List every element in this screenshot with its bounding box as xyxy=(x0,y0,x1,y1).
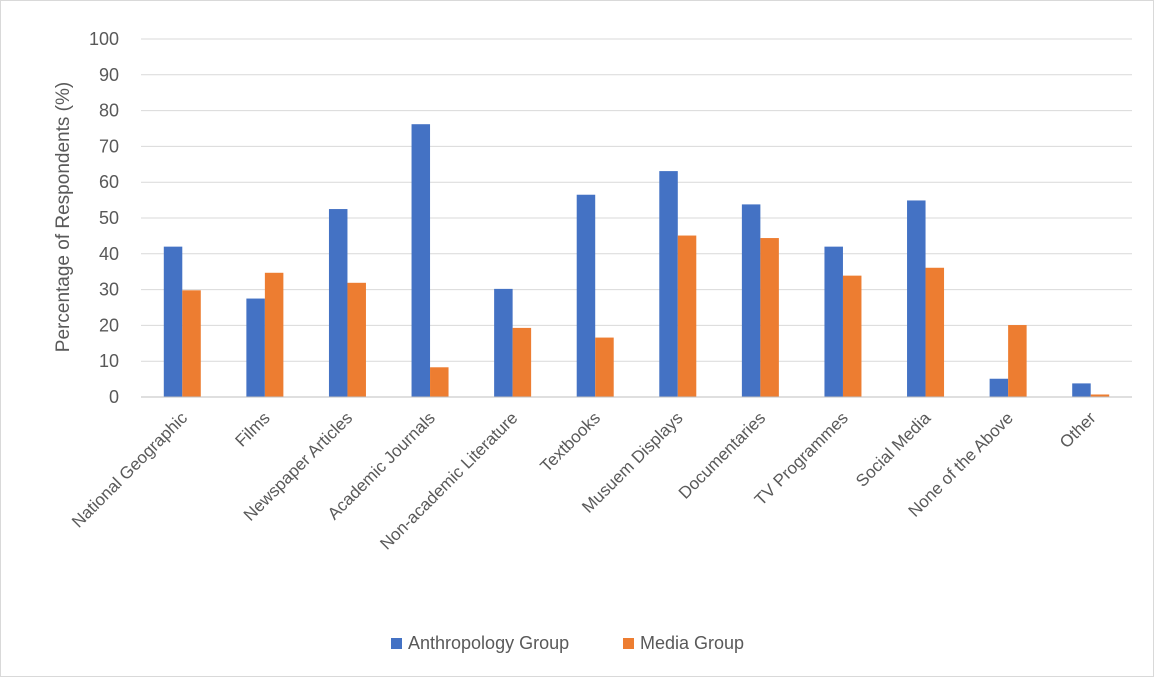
legend-swatch xyxy=(391,638,402,649)
bar xyxy=(182,290,201,397)
bar xyxy=(1072,383,1091,397)
y-tick-label: 40 xyxy=(99,244,119,264)
legend-label: Anthropology Group xyxy=(408,633,569,653)
legend-label: Media Group xyxy=(640,633,744,653)
y-axis-label: Percentage of Respondents (%) xyxy=(53,82,74,352)
legend-swatch xyxy=(623,638,634,649)
bar xyxy=(1008,325,1027,397)
x-category-label: Non-academic Literature xyxy=(376,408,521,553)
bar xyxy=(246,298,265,397)
y-tick-label: 10 xyxy=(99,351,119,371)
bar xyxy=(595,337,614,397)
bars xyxy=(163,124,1110,397)
bar xyxy=(989,378,1009,397)
bar xyxy=(347,282,366,397)
gridlines xyxy=(141,38,1132,362)
bar xyxy=(842,275,862,397)
y-tick-label: 0 xyxy=(109,387,119,407)
bar xyxy=(430,367,449,397)
bar xyxy=(328,209,348,397)
y-tick-label: 30 xyxy=(99,280,119,300)
bar xyxy=(741,204,761,397)
y-tick-label: 20 xyxy=(99,315,119,335)
y-tick-label: 90 xyxy=(99,65,119,85)
bar xyxy=(264,272,284,397)
bar xyxy=(677,235,697,397)
bar xyxy=(824,246,843,397)
bar xyxy=(659,171,678,397)
bar xyxy=(1090,394,1110,397)
y-tick-label: 100 xyxy=(89,29,119,49)
bar xyxy=(411,124,431,397)
bar xyxy=(512,327,532,397)
bar xyxy=(760,238,779,397)
y-tick-label: 80 xyxy=(99,101,119,121)
x-category-label: Social Media xyxy=(852,408,935,491)
x-category-label: National Geographic xyxy=(68,408,191,531)
legend: Anthropology Group Media Group xyxy=(391,633,744,653)
y-tick-label: 50 xyxy=(99,208,119,228)
bar xyxy=(494,288,513,397)
bar xyxy=(163,246,183,397)
bar xyxy=(576,194,596,397)
y-tick-label: 60 xyxy=(99,172,119,192)
bar xyxy=(925,267,945,397)
y-axis-ticks: 0 10 20 30 40 50 60 70 80 90 100 xyxy=(89,29,119,407)
x-category-label: Textbooks xyxy=(536,408,604,476)
x-category-label: Other xyxy=(1056,408,1100,452)
x-category-label: Documentaries xyxy=(675,408,769,502)
bar xyxy=(907,200,926,397)
y-tick-label: 70 xyxy=(99,136,119,156)
x-category-label: Films xyxy=(232,408,274,450)
